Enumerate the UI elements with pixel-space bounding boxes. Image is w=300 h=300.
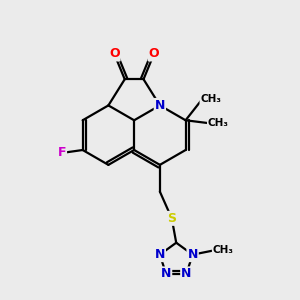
- Text: N: N: [155, 99, 165, 112]
- Text: CH₃: CH₃: [213, 245, 234, 255]
- Text: N: N: [161, 267, 171, 280]
- Text: N: N: [154, 248, 165, 261]
- Text: CH₃: CH₃: [200, 94, 221, 104]
- Text: O: O: [148, 47, 159, 61]
- Text: O: O: [109, 47, 120, 61]
- Text: N: N: [188, 248, 198, 261]
- Text: S: S: [167, 212, 176, 225]
- Text: F: F: [58, 146, 66, 160]
- Text: CH₃: CH₃: [208, 118, 229, 128]
- Text: N: N: [181, 267, 191, 280]
